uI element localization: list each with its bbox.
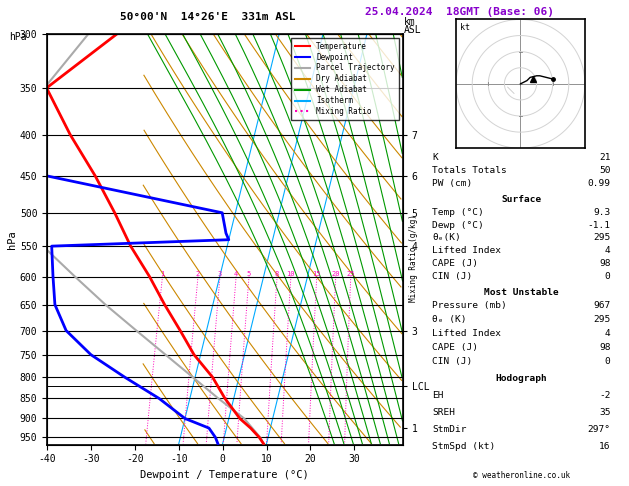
Text: CIN (J): CIN (J) <box>432 272 472 281</box>
Text: 25: 25 <box>347 271 355 277</box>
Text: 15: 15 <box>313 271 321 277</box>
X-axis label: Dewpoint / Temperature (°C): Dewpoint / Temperature (°C) <box>140 470 309 480</box>
Text: km: km <box>404 17 416 27</box>
Text: 21: 21 <box>599 153 611 162</box>
Text: 295: 295 <box>593 233 611 243</box>
Text: SREH: SREH <box>432 408 455 417</box>
Text: 35: 35 <box>599 408 611 417</box>
Text: PW (cm): PW (cm) <box>432 179 472 189</box>
Text: Lifted Index: Lifted Index <box>432 246 501 255</box>
Text: hPa: hPa <box>9 32 27 42</box>
Text: StmDir: StmDir <box>432 425 467 434</box>
Text: Hodograph: Hodograph <box>496 374 547 383</box>
Text: 8: 8 <box>275 271 279 277</box>
Text: CAPE (J): CAPE (J) <box>432 259 478 268</box>
Text: kt: kt <box>460 23 470 32</box>
Legend: Temperature, Dewpoint, Parcel Trajectory, Dry Adiabat, Wet Adiabat, Isotherm, Mi: Temperature, Dewpoint, Parcel Trajectory… <box>291 38 399 120</box>
Text: Mixing Ratio (g/kg): Mixing Ratio (g/kg) <box>409 214 418 301</box>
Text: 4: 4 <box>605 329 611 338</box>
Text: 4: 4 <box>234 271 238 277</box>
Text: 0: 0 <box>605 357 611 365</box>
Text: StmSpd (kt): StmSpd (kt) <box>432 441 496 451</box>
Text: CIN (J): CIN (J) <box>432 357 472 365</box>
Text: 0: 0 <box>605 272 611 281</box>
Text: 20: 20 <box>331 271 340 277</box>
Text: ASL: ASL <box>404 25 421 35</box>
Text: 297°: 297° <box>587 425 611 434</box>
Text: EH: EH <box>432 391 444 400</box>
Text: Lifted Index: Lifted Index <box>432 329 501 338</box>
Text: Temp (°C): Temp (°C) <box>432 208 484 217</box>
Text: 295: 295 <box>593 315 611 324</box>
Text: θₑ (K): θₑ (K) <box>432 315 467 324</box>
Text: θₑ(K): θₑ(K) <box>432 233 461 243</box>
Text: 50: 50 <box>599 166 611 175</box>
Text: 50°00'N  14°26'E  331m ASL: 50°00'N 14°26'E 331m ASL <box>120 12 296 22</box>
Text: 4: 4 <box>605 246 611 255</box>
Text: 0.99: 0.99 <box>587 179 611 189</box>
Text: Most Unstable: Most Unstable <box>484 288 559 296</box>
Text: CAPE (J): CAPE (J) <box>432 343 478 352</box>
Y-axis label: hPa: hPa <box>7 230 17 249</box>
Text: 98: 98 <box>599 259 611 268</box>
Text: 16: 16 <box>599 441 611 451</box>
Text: 1: 1 <box>160 271 165 277</box>
Text: 98: 98 <box>599 343 611 352</box>
Text: 10: 10 <box>287 271 295 277</box>
Text: K: K <box>432 153 438 162</box>
Text: Surface: Surface <box>501 195 542 204</box>
Text: -1.1: -1.1 <box>587 221 611 229</box>
Text: 5: 5 <box>247 271 251 277</box>
Text: 2: 2 <box>196 271 200 277</box>
Text: Dewp (°C): Dewp (°C) <box>432 221 484 229</box>
Text: © weatheronline.co.uk: © weatheronline.co.uk <box>473 471 570 480</box>
Text: 9.3: 9.3 <box>593 208 611 217</box>
Text: 3: 3 <box>218 271 222 277</box>
Text: Pressure (mb): Pressure (mb) <box>432 301 507 311</box>
Text: 25.04.2024  18GMT (Base: 06): 25.04.2024 18GMT (Base: 06) <box>365 7 554 17</box>
Text: 967: 967 <box>593 301 611 311</box>
Text: -2: -2 <box>599 391 611 400</box>
Text: Totals Totals: Totals Totals <box>432 166 507 175</box>
